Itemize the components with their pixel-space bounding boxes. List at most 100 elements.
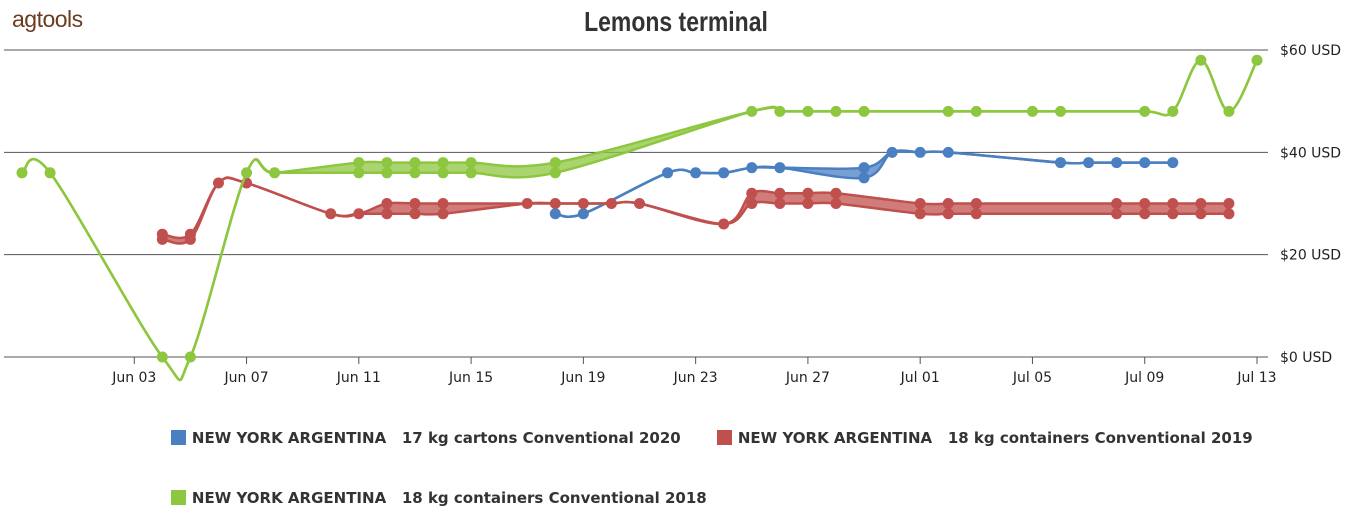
data-point[interactable] (521, 198, 533, 209)
data-point[interactable] (1167, 208, 1179, 220)
data-point[interactable] (409, 167, 421, 179)
data-point[interactable] (942, 198, 954, 209)
data-point[interactable] (690, 167, 702, 179)
data-point[interactable] (1223, 105, 1235, 117)
data-point[interactable] (970, 105, 982, 117)
legend-item-2020[interactable]: NEW YORK ARGENTINA 17 kg cartons Convent… (150, 408, 681, 468)
data-point[interactable] (914, 208, 926, 220)
data-point[interactable] (746, 162, 758, 174)
series-2 (16, 54, 1263, 382)
data-point[interactable] (241, 167, 253, 179)
data-point[interactable] (437, 157, 449, 169)
data-point[interactable] (970, 198, 982, 209)
data-point[interactable] (381, 167, 393, 179)
data-point[interactable] (549, 157, 561, 169)
data-point[interactable] (718, 167, 730, 179)
data-point[interactable] (353, 157, 365, 169)
data-point[interactable] (465, 157, 477, 169)
data-point[interactable] (1139, 198, 1151, 209)
data-point[interactable] (802, 105, 814, 117)
data-point[interactable] (381, 157, 393, 169)
data-point[interactable] (409, 198, 421, 209)
data-point[interactable] (774, 162, 786, 174)
data-point[interactable] (746, 198, 758, 209)
data-point[interactable] (1195, 198, 1207, 209)
data-point[interactable] (1167, 105, 1179, 117)
data-point[interactable] (970, 208, 982, 220)
data-point[interactable] (942, 105, 954, 117)
data-point[interactable] (1251, 54, 1263, 66)
data-point[interactable] (858, 105, 870, 117)
data-point[interactable] (1223, 208, 1235, 220)
data-point[interactable] (184, 351, 196, 363)
data-point[interactable] (381, 208, 393, 220)
legend-label-2018: NEW YORK ARGENTINA 18 kg containers Conv… (191, 489, 707, 507)
data-point[interactable] (774, 105, 786, 117)
data-point[interactable] (1111, 198, 1123, 209)
data-point[interactable] (353, 167, 365, 179)
data-point[interactable] (914, 146, 926, 158)
data-point[interactable] (437, 167, 449, 179)
series-line-low (555, 149, 1173, 218)
data-point[interactable] (577, 198, 589, 209)
data-point[interactable] (577, 208, 589, 220)
data-point[interactable] (858, 162, 870, 174)
legend-item-2019[interactable]: NEW YORK ARGENTINA 18 kg containers Conv… (696, 408, 1253, 468)
data-point[interactable] (353, 208, 365, 220)
data-point[interactable] (1055, 105, 1067, 117)
data-point[interactable] (325, 208, 337, 220)
data-point[interactable] (212, 177, 224, 189)
data-point[interactable] (774, 187, 786, 199)
data-point[interactable] (1195, 54, 1207, 66)
data-point[interactable] (1139, 157, 1151, 169)
data-point[interactable] (1195, 208, 1207, 220)
data-point[interactable] (830, 187, 842, 199)
data-point[interactable] (914, 198, 926, 209)
data-point[interactable] (1167, 198, 1179, 209)
data-point[interactable] (830, 105, 842, 117)
data-point[interactable] (184, 233, 196, 245)
x-tick-label: Jul 01 (900, 370, 940, 386)
data-point[interactable] (381, 198, 393, 209)
data-point[interactable] (549, 198, 561, 209)
data-point[interactable] (549, 167, 561, 179)
y-axis: $0 USD $20 USD $40 USD $60 USD (1280, 43, 1341, 366)
data-point[interactable] (1139, 105, 1151, 117)
data-point[interactable] (437, 208, 449, 220)
data-point[interactable] (942, 208, 954, 220)
data-point[interactable] (1111, 157, 1123, 169)
series-group (16, 54, 1263, 382)
data-point[interactable] (1111, 208, 1123, 220)
data-point[interactable] (156, 233, 168, 245)
data-point[interactable] (1055, 157, 1067, 169)
data-point[interactable] (269, 167, 281, 179)
data-point[interactable] (802, 198, 814, 209)
data-point[interactable] (1083, 157, 1095, 169)
data-point[interactable] (549, 208, 561, 220)
legend-item-2018[interactable]: NEW YORK ARGENTINA 18 kg containers Conv… (150, 468, 707, 528)
data-point[interactable] (1223, 198, 1235, 209)
data-point[interactable] (44, 167, 56, 179)
data-point[interactable] (465, 167, 477, 179)
data-point[interactable] (409, 157, 421, 169)
data-point[interactable] (634, 198, 645, 209)
y-tick-label: $20 USD (1280, 248, 1341, 264)
data-point[interactable] (746, 105, 758, 117)
data-point[interactable] (746, 187, 758, 199)
data-point[interactable] (774, 198, 786, 209)
data-point[interactable] (409, 208, 421, 220)
data-point[interactable] (662, 167, 674, 179)
data-point[interactable] (886, 146, 898, 158)
data-point[interactable] (1026, 105, 1038, 117)
data-point[interactable] (718, 218, 730, 230)
data-point[interactable] (942, 146, 954, 158)
data-point[interactable] (16, 167, 28, 179)
data-point[interactable] (1139, 208, 1151, 220)
data-point[interactable] (858, 172, 870, 184)
data-point[interactable] (605, 198, 617, 209)
data-point[interactable] (830, 198, 842, 209)
data-point[interactable] (802, 187, 814, 199)
data-point[interactable] (156, 351, 168, 363)
data-point[interactable] (437, 198, 449, 209)
data-point[interactable] (1167, 157, 1179, 169)
